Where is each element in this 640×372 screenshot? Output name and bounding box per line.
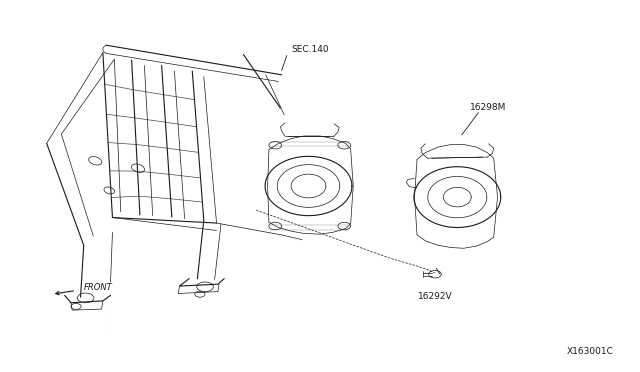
Text: 16298M: 16298M <box>470 103 506 112</box>
Text: FRONT: FRONT <box>84 283 113 292</box>
Text: SEC.140: SEC.140 <box>291 45 329 54</box>
Text: 16292V: 16292V <box>418 292 452 301</box>
Text: X163001C: X163001C <box>567 347 614 356</box>
